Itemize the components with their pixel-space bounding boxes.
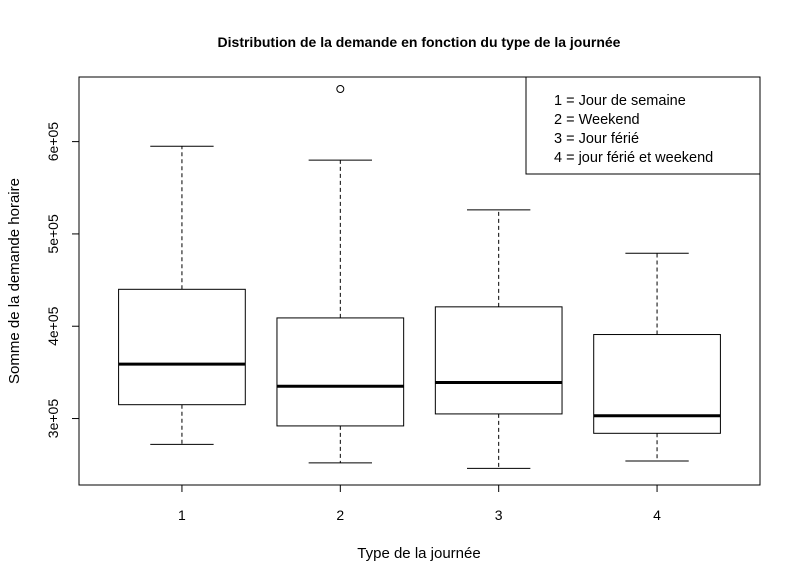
legend-entry: 4 = jour férié et weekend (554, 150, 713, 166)
box-group-1 (118, 145, 246, 445)
y-axis: 3e+05 4e+05 5e+05 6e+05 (45, 122, 80, 439)
iqr-box (118, 288, 246, 406)
iqr-box (593, 334, 721, 434)
outlier-point (336, 85, 345, 93)
y-axis-title: Somme de la demande horaire (6, 178, 23, 384)
chart-title: Distribution de la demande en fonction d… (218, 34, 621, 50)
y-tick-label: 3e+05 (45, 399, 61, 439)
legend-entries: 1 = Jour de semaine 2 = Weekend 3 = Jour f… (554, 93, 713, 166)
boxes-layer (118, 85, 721, 469)
x-axis: 1 2 3 4 (178, 484, 661, 523)
iqr-box (276, 317, 405, 427)
y-tick-label: 5e+05 (45, 214, 61, 254)
iqr-box (434, 306, 563, 415)
x-tick-label: 2 (336, 507, 344, 523)
legend-box (525, 76, 761, 175)
y-tick-label: 4e+05 (45, 306, 61, 346)
legend-entry: 2 = Weekend (554, 112, 640, 128)
legend-entry: 3 = Jour férié (554, 131, 639, 147)
x-tick-label: 1 (178, 507, 186, 523)
x-tick-label: 3 (495, 507, 503, 523)
box-group-3 (434, 209, 563, 469)
x-tick-label: 4 (653, 507, 661, 523)
box-group-2 (276, 85, 405, 464)
box-group-4 (593, 252, 721, 462)
x-axis-title: Type de la journée (357, 545, 480, 562)
legend: 1 = Jour de semaine 2 = Weekend 3 = Jour f… (525, 76, 761, 175)
y-tick-label: 6e+05 (45, 122, 61, 162)
legend-entry: 1 = Jour de semaine (554, 93, 686, 109)
